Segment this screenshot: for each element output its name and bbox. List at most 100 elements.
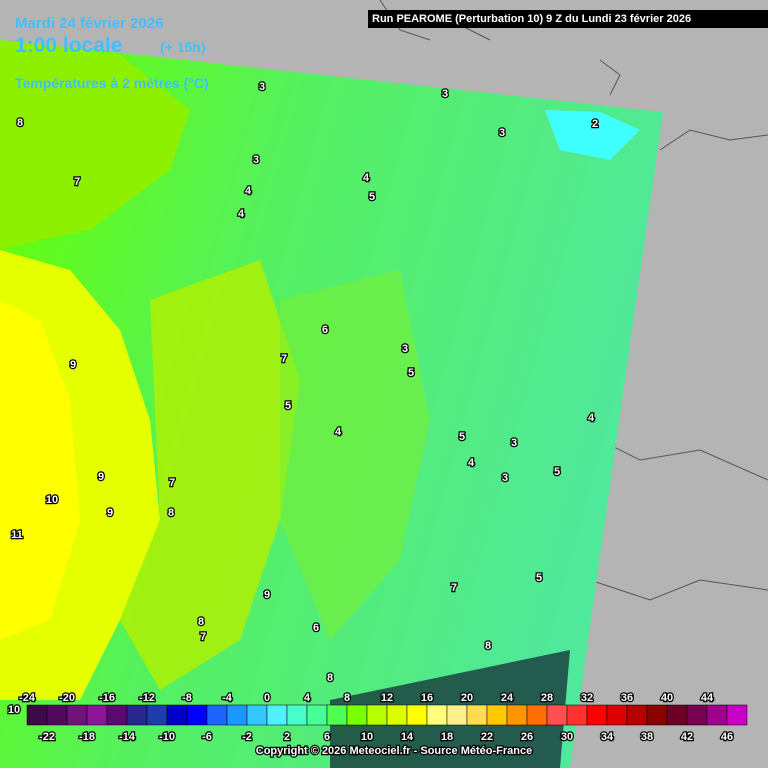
contour-label: 9 (70, 359, 76, 371)
legend-swatch (686, 704, 708, 726)
legend-label: -24 (19, 692, 36, 704)
contour-label: 3 (511, 437, 517, 449)
contour-label: 5 (459, 431, 465, 443)
contour-label: 4 (363, 172, 370, 184)
contour-label: 5 (554, 466, 560, 478)
legend: -24 -20 -16 -12 -8 -4 0 4 8 12 16 20 24 28 32 36 40 44-22… (18, 691, 748, 744)
legend-label: 24 (501, 692, 514, 704)
legend-swatch (486, 704, 508, 726)
legend-swatch (86, 704, 108, 726)
legend-label: 4 (304, 692, 311, 704)
contour-label: 4 (468, 457, 475, 469)
legend-label: 38 (641, 731, 653, 743)
copyright: Copyright © 2026 Meteociel.fr - Source M… (256, 745, 532, 757)
legend-swatch (306, 704, 328, 726)
legend-side-label: 10 (8, 704, 20, 716)
contour-label: 4 (335, 426, 342, 438)
legend-label: 10 (361, 731, 373, 743)
legend-swatch (646, 704, 668, 726)
parameter: Températures à 2 mètres (°C) (15, 75, 209, 91)
contour-label: 7 (169, 477, 175, 489)
contour-label: 5 (536, 572, 542, 584)
coastlines (379, 0, 768, 601)
legend-swatch (466, 704, 488, 726)
legend-label: 40 (661, 692, 673, 704)
legend-label: 30 (561, 731, 573, 743)
warm-zone (0, 300, 80, 640)
time: 1:00 locale (15, 34, 122, 57)
legend-label: -16 (99, 692, 115, 704)
legend-swatch (366, 704, 388, 726)
legend-swatch (286, 704, 308, 726)
legend-label: 34 (601, 731, 614, 743)
contour-label: 3 (442, 88, 448, 100)
legend-swatch (526, 704, 548, 726)
legend-swatch (606, 704, 628, 726)
legend-label: 0 (264, 692, 270, 704)
legend-swatch (66, 704, 88, 726)
contour-label: 8 (168, 507, 174, 519)
contour-label: 10 (46, 494, 58, 506)
legend-swatch (146, 704, 168, 726)
legend-label: 8 (344, 692, 350, 704)
legend-swatch (126, 704, 148, 726)
legend-label: -2 (242, 731, 252, 743)
contour-label: 3 (253, 154, 259, 166)
legend-label: -18 (79, 731, 95, 743)
legend-swatch (46, 704, 68, 726)
legend-swatch (506, 704, 528, 726)
legend-swatch (586, 704, 608, 726)
cold-zone (545, 110, 640, 160)
legend-swatch (326, 704, 348, 726)
legend-swatch (206, 704, 228, 726)
contour-label: 5 (408, 367, 414, 379)
legend-swatch (166, 704, 188, 726)
contour-label: 4 (238, 208, 245, 220)
run-banner (368, 10, 768, 28)
run-info: Run PEAROME (Perturbation 10) 9 Z du Lun… (372, 13, 691, 25)
legend-label: 42 (681, 731, 693, 743)
contour-label: 5 (369, 191, 375, 203)
contour-label: 4 (588, 412, 595, 424)
contour-label: 11 (11, 529, 23, 541)
legend-label: -14 (119, 731, 136, 743)
contour-label: 7 (451, 582, 457, 594)
legend-swatch (386, 704, 408, 726)
legend-label: -20 (59, 692, 75, 704)
legend-label: -10 (159, 731, 175, 743)
legend-label: -4 (222, 692, 233, 704)
legend-swatch (726, 704, 748, 726)
legend-swatch (666, 704, 688, 726)
legend-swatch (626, 704, 648, 726)
legend-label: 6 (324, 731, 330, 743)
contour-label: 6 (322, 324, 328, 336)
contour-label: 5 (285, 400, 291, 412)
legend-label: 36 (621, 692, 633, 704)
legend-label: -6 (202, 731, 212, 743)
contour-label: 2 (592, 118, 598, 130)
contour-label: 3 (259, 81, 265, 93)
contour-label: 3 (402, 343, 408, 355)
contour-label: 9 (264, 589, 270, 601)
legend-label: 28 (541, 692, 553, 704)
contour-label: 8 (327, 672, 333, 684)
mild-zone (120, 260, 300, 690)
contour-label: 7 (200, 631, 206, 643)
legend-label: 12 (381, 692, 393, 704)
lead-time: (+ 15h) (160, 39, 206, 55)
legend-swatch (406, 704, 428, 726)
legend-swatch (26, 704, 48, 726)
contour-label: 6 (313, 622, 319, 634)
legend-swatch (546, 704, 568, 726)
contour-label: 8 (485, 640, 491, 652)
legend-label: 32 (581, 692, 593, 704)
legend-label: 44 (701, 692, 714, 704)
mild-zone (280, 270, 430, 640)
legend-label: 2 (284, 731, 290, 743)
legend-swatch (246, 704, 268, 726)
contour-label: 3 (502, 472, 508, 484)
legend-swatch (226, 704, 248, 726)
contour-label: 7 (74, 176, 80, 188)
contour-label: 9 (98, 471, 104, 483)
